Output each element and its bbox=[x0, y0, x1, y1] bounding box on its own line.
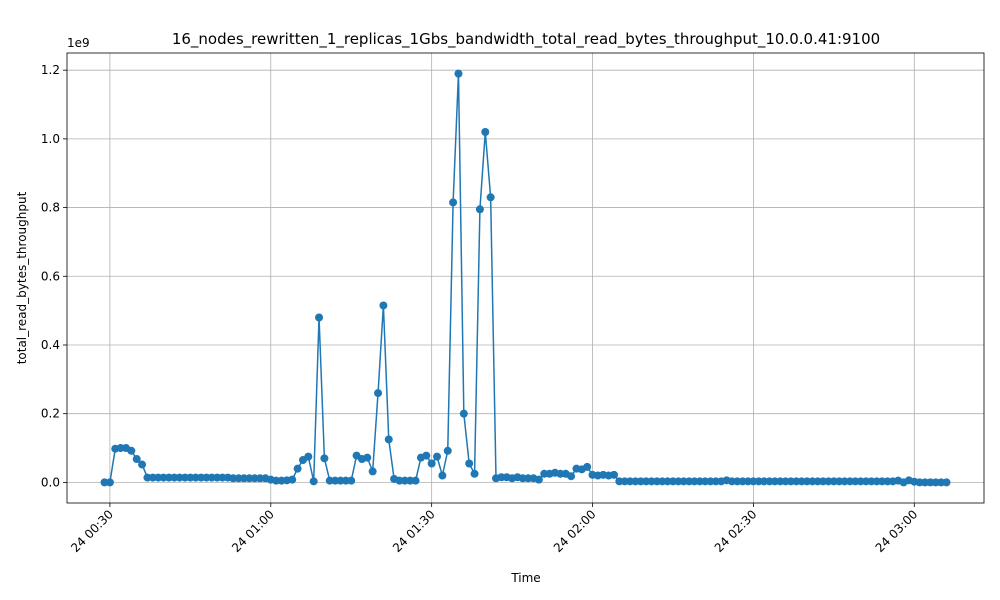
y-tick-label: 0.2 bbox=[41, 407, 60, 421]
data-point bbox=[534, 475, 543, 484]
data-point bbox=[422, 451, 431, 460]
data-point bbox=[459, 409, 468, 418]
data-point bbox=[288, 475, 297, 484]
data-point bbox=[465, 459, 474, 468]
data-point bbox=[379, 301, 388, 310]
data-point bbox=[449, 198, 458, 207]
x-axis-label: Time bbox=[510, 571, 540, 585]
data-point bbox=[438, 471, 447, 480]
data-point bbox=[454, 69, 463, 78]
data-point bbox=[320, 454, 329, 463]
y-tick-label: 0.4 bbox=[41, 338, 60, 352]
data-point bbox=[427, 459, 436, 468]
data-line bbox=[104, 73, 947, 484]
data-point bbox=[384, 435, 393, 444]
y-tick-label: 0.6 bbox=[41, 269, 60, 283]
x-tick-label: 24 00:30 bbox=[68, 507, 116, 555]
y-axis-label: total_read_bytes_throughput bbox=[15, 191, 29, 364]
y-tick-label: 0.8 bbox=[41, 201, 60, 215]
data-point bbox=[315, 313, 324, 322]
data-point bbox=[105, 478, 114, 487]
x-tick-label: 24 03:00 bbox=[873, 507, 921, 555]
y-offset-label: 1e9 bbox=[67, 36, 90, 50]
x-tick-label: 24 02:30 bbox=[712, 507, 760, 555]
y-tick-label: 1.0 bbox=[41, 132, 60, 146]
data-point bbox=[374, 389, 383, 398]
x-tick-label: 24 01:30 bbox=[390, 507, 438, 555]
data-point bbox=[132, 455, 141, 464]
data-point bbox=[293, 464, 302, 473]
data-point bbox=[127, 446, 136, 455]
data-point bbox=[481, 128, 490, 137]
data-point bbox=[138, 460, 147, 469]
data-point bbox=[309, 477, 318, 486]
data-point bbox=[443, 446, 452, 455]
data-point bbox=[609, 470, 618, 479]
data-point bbox=[567, 472, 576, 481]
x-tick-label: 24 01:00 bbox=[229, 507, 277, 555]
data-point bbox=[486, 193, 495, 202]
data-point bbox=[433, 452, 442, 461]
data-point bbox=[470, 469, 479, 478]
data-point bbox=[475, 205, 484, 214]
data-point bbox=[347, 476, 356, 485]
data-point bbox=[942, 478, 951, 487]
data-point bbox=[583, 462, 592, 471]
chart-title: 16_nodes_rewritten_1_replicas_1Gbs_bandw… bbox=[172, 30, 880, 49]
y-tick-label: 1.2 bbox=[41, 63, 60, 77]
data-point bbox=[363, 453, 372, 462]
data-point bbox=[368, 467, 377, 476]
plot-frame bbox=[66, 52, 985, 504]
y-tick-label: 0.0 bbox=[41, 475, 60, 489]
x-tick-label: 24 02:00 bbox=[551, 507, 599, 555]
data-point bbox=[304, 452, 313, 461]
data-point bbox=[411, 476, 420, 485]
